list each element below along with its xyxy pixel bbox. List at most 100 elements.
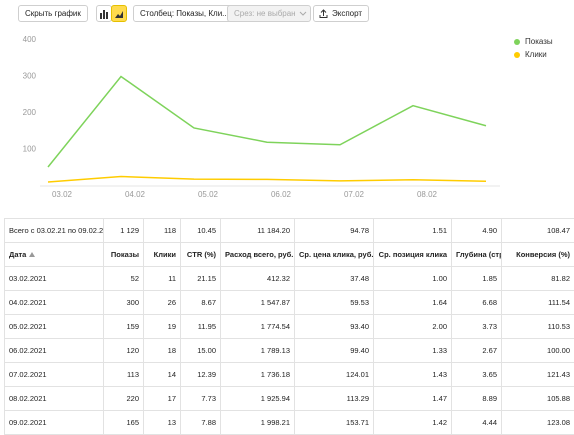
table-cell: 52 — [104, 267, 144, 291]
table-cell: 3.65 — [452, 363, 502, 387]
cell-text: 21.15 — [197, 274, 216, 283]
table-cell: 108.47 — [502, 219, 574, 243]
cell-text: Показы — [111, 250, 139, 259]
table-cell: 1.51 — [374, 219, 452, 243]
cell-text: 11 184.20 — [257, 226, 290, 235]
x-tick-label: 06.02 — [271, 190, 292, 199]
x-tick-label: 07.02 — [344, 190, 365, 199]
table-cell: 8.67 — [181, 291, 221, 315]
cell-text: 124.01 — [346, 370, 369, 379]
table-cell: 1.47 — [374, 387, 452, 411]
table-cell: 1.33 — [374, 339, 452, 363]
cell-text: 93.40 — [350, 322, 369, 331]
cell-text: CTR (%) — [187, 250, 216, 259]
cell-text: 3.65 — [482, 370, 497, 379]
sort-arrow — [29, 252, 35, 257]
table-cell: 153.71 — [295, 411, 374, 435]
cell-text: Всего с 03.02.21 по 09.02.21 — [9, 226, 104, 235]
cell-text: 19 — [168, 322, 176, 331]
table-cell[interactable]: Дата — [5, 243, 104, 267]
cell-text: 1 998.21 — [261, 418, 290, 427]
cell-text: 2.00 — [432, 322, 447, 331]
table-cell: 111.54 — [502, 291, 574, 315]
table-cell: 1.85 — [452, 267, 502, 291]
cell-text: 1.47 — [432, 394, 447, 403]
table-cell: 123.08 — [502, 411, 574, 435]
cell-text: 03.02.2021 — [9, 274, 47, 283]
legend-marker — [514, 52, 520, 58]
cell-text: 06.02.2021 — [9, 346, 47, 355]
table-cell[interactable]: Клики — [144, 243, 181, 267]
cell-text: 1.85 — [482, 274, 497, 283]
table-cell: 15.00 — [181, 339, 221, 363]
y-tick-label: 300 — [23, 72, 37, 81]
table-cell: 11 — [144, 267, 181, 291]
table-cell: 09.02.2021 — [5, 411, 104, 435]
cell-text: 17 — [168, 394, 176, 403]
table-cell: 99.40 — [295, 339, 374, 363]
table-cell: 1 925.94 — [221, 387, 295, 411]
cell-text: 1 547.87 — [261, 298, 290, 307]
table-cell: 19 — [144, 315, 181, 339]
table-cell[interactable]: Расход всего, руб. — [221, 243, 295, 267]
table-cell: 100.00 — [502, 339, 574, 363]
table-cell: 1 789.13 — [221, 339, 295, 363]
table-cell: 11 184.20 — [221, 219, 295, 243]
table-cell: 113.29 — [295, 387, 374, 411]
y-tick-label: 100 — [23, 145, 37, 154]
table-cell: 59.53 — [295, 291, 374, 315]
table-cell[interactable]: Ср. позиция клика — [374, 243, 452, 267]
table-cell: 1 736.18 — [221, 363, 295, 387]
table-cell: 165 — [104, 411, 144, 435]
cell-text: 1.51 — [432, 226, 447, 235]
cell-text: 1.00 — [432, 274, 447, 283]
x-tick-label: 05.02 — [198, 190, 219, 199]
cell-text: 110.53 — [548, 322, 570, 331]
table-cell[interactable]: Конверсия (%) — [502, 243, 574, 267]
cell-text: 1 774.54 — [261, 322, 290, 331]
table-cell: 4.44 — [452, 411, 502, 435]
cell-text: 120 — [126, 346, 139, 355]
cell-text: 1 736.18 — [261, 370, 290, 379]
cell-text: 12.39 — [197, 370, 216, 379]
cell-text: Глубина (стр.) — [456, 250, 502, 259]
cell-text: 100.00 — [547, 346, 570, 355]
table-cell[interactable]: Ср. цена клика, руб. — [295, 243, 374, 267]
table-cell: 1.00 — [374, 267, 452, 291]
table-cell: 10.45 — [181, 219, 221, 243]
cell-text: 4.90 — [482, 226, 497, 235]
table-cell: 6.68 — [452, 291, 502, 315]
table-cell: 1 129 — [104, 219, 144, 243]
cell-text: 118 — [164, 226, 176, 235]
table-cell: 1 774.54 — [221, 315, 295, 339]
cell-text: 123.08 — [547, 418, 570, 427]
table-cell[interactable]: CTR (%) — [181, 243, 221, 267]
table-cell: 13 — [144, 411, 181, 435]
cell-text: 1 129 — [120, 226, 139, 235]
table-cell: 37.48 — [295, 267, 374, 291]
table-cell[interactable]: Показы — [104, 243, 144, 267]
table-cell: 11.95 — [181, 315, 221, 339]
cell-text: 220 — [126, 394, 139, 403]
x-tick-label: 08.02 — [417, 190, 438, 199]
cell-text: 37.48 — [350, 274, 369, 283]
table-cell: 7.73 — [181, 387, 221, 411]
table-cell: 121.43 — [502, 363, 574, 387]
cell-text: 412.32 — [267, 274, 290, 283]
table-cell: 8.89 — [452, 387, 502, 411]
table-cell: 120 — [104, 339, 144, 363]
cell-text: 09.02.2021 — [9, 418, 47, 427]
x-tick-label: 03.02 — [52, 190, 73, 199]
cell-text: 1.43 — [432, 370, 447, 379]
cell-text: 108.47 — [547, 226, 570, 235]
cell-text: 153.71 — [346, 418, 369, 427]
table-cell[interactable]: Глубина (стр.) — [452, 243, 502, 267]
table-cell: 220 — [104, 387, 144, 411]
cell-text: 15.00 — [197, 346, 216, 355]
